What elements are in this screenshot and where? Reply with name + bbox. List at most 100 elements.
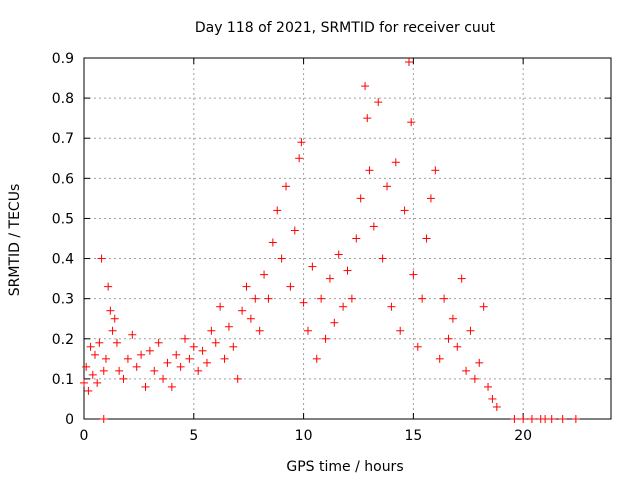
data-point bbox=[123, 354, 132, 363]
data-point bbox=[207, 326, 216, 335]
data-point bbox=[110, 314, 119, 323]
data-point bbox=[343, 266, 352, 275]
data-point bbox=[95, 338, 104, 347]
data-point bbox=[115, 366, 124, 375]
data-point bbox=[299, 298, 308, 307]
data-point bbox=[457, 274, 466, 283]
data-point bbox=[444, 334, 453, 343]
data-point bbox=[547, 415, 556, 423]
data-point bbox=[317, 294, 326, 303]
data-point bbox=[246, 314, 255, 323]
data-point bbox=[352, 234, 361, 243]
data-point bbox=[290, 226, 299, 235]
data-point bbox=[435, 354, 444, 363]
data-point bbox=[488, 394, 497, 403]
data-point bbox=[356, 194, 365, 203]
data-point bbox=[404, 58, 413, 67]
data-point bbox=[387, 302, 396, 311]
data-point bbox=[99, 366, 108, 375]
data-point bbox=[141, 382, 150, 391]
data-point bbox=[571, 415, 580, 423]
data-point bbox=[466, 326, 475, 335]
data-point bbox=[90, 350, 99, 359]
data-point bbox=[527, 415, 536, 423]
axis-ticks: 0 0.1 0.2 0.3 0.4 0.5 0.6 0.7 0.8 0.9 0 5 10 15 20 bbox=[52, 51, 611, 444]
y-tick-label: 0.8 bbox=[52, 91, 74, 107]
y-tick-label: 0.9 bbox=[52, 51, 74, 67]
data-point bbox=[440, 294, 449, 303]
data-point bbox=[325, 274, 334, 283]
y-tick-label: 0.5 bbox=[52, 211, 74, 227]
data-point bbox=[198, 346, 207, 355]
x-tick-label: 15 bbox=[404, 428, 422, 444]
data-point bbox=[492, 402, 501, 411]
data-point bbox=[334, 250, 343, 259]
data-point bbox=[426, 194, 435, 203]
data-points bbox=[80, 58, 580, 423]
data-point bbox=[128, 330, 137, 339]
data-point bbox=[374, 98, 383, 107]
data-point bbox=[260, 270, 269, 279]
data-point bbox=[268, 238, 277, 247]
data-point bbox=[558, 415, 567, 423]
plot-frame bbox=[83, 57, 612, 420]
y-tick-label: 0 bbox=[65, 412, 74, 428]
data-point bbox=[233, 374, 242, 383]
data-point bbox=[519, 415, 528, 423]
y-axis-title: SRMTID / TECUs bbox=[7, 184, 23, 297]
data-point bbox=[150, 366, 159, 375]
data-point bbox=[462, 366, 471, 375]
x-tick-label: 10 bbox=[295, 428, 313, 444]
data-point bbox=[479, 302, 488, 311]
data-point bbox=[361, 82, 370, 91]
data-point bbox=[84, 386, 93, 395]
data-point bbox=[282, 182, 291, 191]
data-point bbox=[242, 282, 251, 291]
data-point bbox=[104, 282, 113, 291]
data-point bbox=[396, 326, 405, 335]
data-point bbox=[383, 182, 392, 191]
data-point bbox=[295, 154, 304, 163]
data-point bbox=[211, 338, 220, 347]
data-point bbox=[93, 378, 102, 387]
data-point bbox=[112, 338, 121, 347]
data-point bbox=[475, 358, 484, 367]
data-point bbox=[365, 166, 374, 175]
data-point bbox=[229, 342, 238, 351]
data-point bbox=[277, 254, 286, 263]
data-point bbox=[286, 282, 295, 291]
data-point bbox=[431, 166, 440, 175]
data-point bbox=[407, 118, 416, 127]
data-point bbox=[176, 362, 185, 371]
data-point bbox=[510, 415, 519, 423]
data-point bbox=[409, 270, 418, 279]
y-tick-label: 0.4 bbox=[52, 252, 74, 268]
data-point bbox=[119, 374, 128, 383]
data-point bbox=[88, 370, 97, 379]
data-point bbox=[418, 294, 427, 303]
data-point bbox=[185, 354, 194, 363]
data-point bbox=[108, 326, 117, 335]
data-point bbox=[80, 378, 88, 387]
data-point bbox=[273, 206, 282, 215]
data-point bbox=[167, 382, 176, 391]
data-point bbox=[321, 334, 330, 343]
data-point bbox=[363, 114, 372, 123]
data-point bbox=[163, 358, 172, 367]
data-point bbox=[312, 354, 321, 363]
data-point bbox=[391, 158, 400, 167]
data-point bbox=[154, 338, 163, 347]
data-point bbox=[132, 362, 141, 371]
x-tick-label: 0 bbox=[80, 428, 89, 444]
x-tick-label: 20 bbox=[514, 428, 532, 444]
data-point bbox=[101, 354, 110, 363]
data-point bbox=[97, 254, 106, 263]
data-point bbox=[453, 342, 462, 351]
data-point bbox=[181, 334, 190, 343]
data-point bbox=[82, 362, 91, 371]
y-tick-label: 0.2 bbox=[52, 332, 74, 348]
data-point bbox=[378, 254, 387, 263]
x-tick-label: 5 bbox=[189, 428, 198, 444]
data-point bbox=[189, 342, 198, 351]
data-point bbox=[297, 138, 306, 147]
